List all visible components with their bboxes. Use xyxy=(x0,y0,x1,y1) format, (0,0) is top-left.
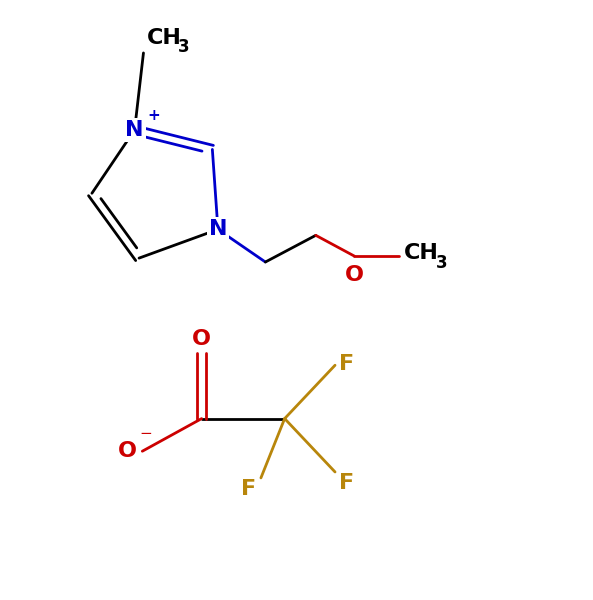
Text: 3: 3 xyxy=(178,38,190,56)
Text: N: N xyxy=(125,120,144,140)
Text: O: O xyxy=(118,441,137,461)
Text: 3: 3 xyxy=(436,254,447,272)
Text: CH: CH xyxy=(404,243,438,263)
Text: F: F xyxy=(339,473,355,493)
Text: O: O xyxy=(345,265,364,285)
Text: F: F xyxy=(339,354,355,374)
Text: N: N xyxy=(209,220,227,239)
Text: F: F xyxy=(241,479,257,499)
Text: CH: CH xyxy=(146,28,181,48)
Text: O: O xyxy=(192,329,211,349)
Text: −: − xyxy=(139,426,152,441)
Text: +: + xyxy=(147,108,160,123)
